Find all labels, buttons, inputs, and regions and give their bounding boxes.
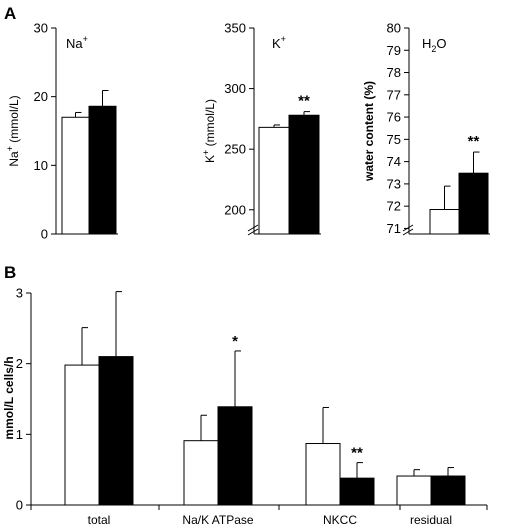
y-tick-label: 30 xyxy=(34,21,48,36)
y-tick-label: 200 xyxy=(224,202,246,217)
inset-label: Na+ xyxy=(66,34,88,51)
y-axis-label: K+ (mmol/L) xyxy=(201,99,217,163)
y-tick-label: 250 xyxy=(224,142,246,157)
x-tick-label: NKCC xyxy=(323,513,357,527)
y-tick-label: 1 xyxy=(16,427,23,442)
bar xyxy=(429,209,460,235)
y-tick-label: 73 xyxy=(387,176,401,191)
y-tick-label: 74 xyxy=(387,154,401,169)
y-tick-label: 79 xyxy=(387,43,401,58)
bar xyxy=(88,105,117,235)
y-tick-label: 0 xyxy=(16,498,23,513)
y-tick-label: 80 xyxy=(387,21,401,36)
y-tick-label: 77 xyxy=(387,87,401,102)
y-tick-label: 78 xyxy=(387,65,401,80)
significance-marker: ** xyxy=(351,445,363,462)
bar xyxy=(430,475,466,506)
bar xyxy=(61,116,90,235)
y-tick-label: 20 xyxy=(34,89,48,104)
y-tick-label: 76 xyxy=(387,110,401,125)
x-tick-label: total xyxy=(88,513,111,527)
y-tick-label: 300 xyxy=(224,81,246,96)
y-tick-label: 350 xyxy=(224,21,246,36)
y-tick-label: 71 xyxy=(387,221,401,236)
bar xyxy=(217,406,253,506)
bar xyxy=(98,356,134,506)
significance-marker: ** xyxy=(468,133,480,150)
bar xyxy=(339,477,375,506)
significance-marker: * xyxy=(232,333,238,350)
panel-b-letter: B xyxy=(4,263,16,282)
significance-marker: ** xyxy=(298,93,310,110)
bar xyxy=(396,475,432,506)
y-tick-label: 0 xyxy=(41,227,48,242)
x-tick-label: Na/K ATPase xyxy=(182,513,253,527)
x-tick-label: residual xyxy=(410,513,452,527)
bar xyxy=(288,114,320,235)
inset-label: H2O xyxy=(422,36,447,54)
y-axis-label: mmol/L cells/h xyxy=(2,356,16,439)
axis-break xyxy=(402,224,414,236)
bar xyxy=(458,172,489,235)
y-axis-label: Na+ (mmol/L) xyxy=(5,95,21,166)
y-tick-label: 3 xyxy=(16,286,23,301)
y-tick-label: 72 xyxy=(387,199,401,214)
y-tick-label: 2 xyxy=(16,356,23,371)
bar xyxy=(258,126,290,235)
y-axis-label: water content (%) xyxy=(362,81,376,182)
bar xyxy=(305,443,341,506)
axis-break xyxy=(247,224,259,236)
y-tick-label: 75 xyxy=(387,132,401,147)
bar xyxy=(183,440,219,506)
bar xyxy=(64,364,100,506)
panel-a-letter: A xyxy=(4,4,16,23)
y-tick-label: 10 xyxy=(34,158,48,173)
inset-label: K+ xyxy=(272,34,286,51)
